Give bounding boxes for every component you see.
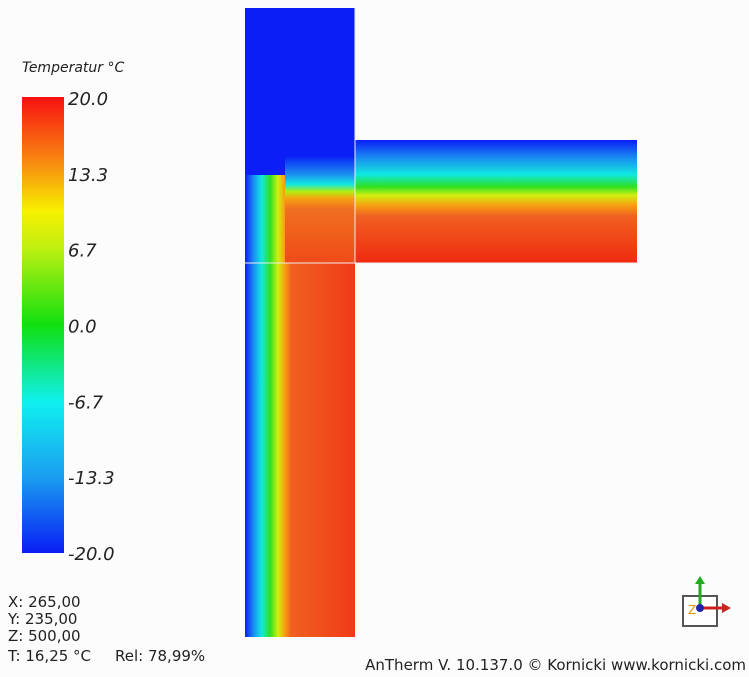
corner bbox=[285, 120, 355, 263]
colorbar bbox=[22, 97, 64, 553]
legend-tick-label: -6.7 bbox=[68, 392, 104, 413]
slab bbox=[355, 140, 637, 263]
legend-tick-label: 20.0 bbox=[68, 89, 108, 110]
readout-t: T: 16,25 °C bbox=[7, 647, 91, 665]
svg-text:Z: Z bbox=[688, 603, 696, 617]
legend-tick-label: -13.3 bbox=[68, 468, 115, 489]
readout-x: X: 265,00 bbox=[8, 593, 81, 611]
footer: AnTherm V. 10.137.0 © Kornicki www.korni… bbox=[365, 656, 746, 674]
legend-title: Temperatur °C bbox=[22, 60, 124, 76]
readout-z: Z: 500,00 bbox=[8, 627, 81, 645]
axis-icon: Z bbox=[682, 576, 731, 627]
readout-y: Y: 235,00 bbox=[7, 610, 77, 628]
legend-tick-label: 0.0 bbox=[68, 317, 97, 338]
legend-tick-label: -20.0 bbox=[68, 544, 115, 565]
legend-tick-label: 6.7 bbox=[68, 241, 97, 262]
readout-rel: Rel: 78,99% bbox=[115, 647, 205, 665]
legend-tick-label: 13.3 bbox=[68, 165, 108, 186]
